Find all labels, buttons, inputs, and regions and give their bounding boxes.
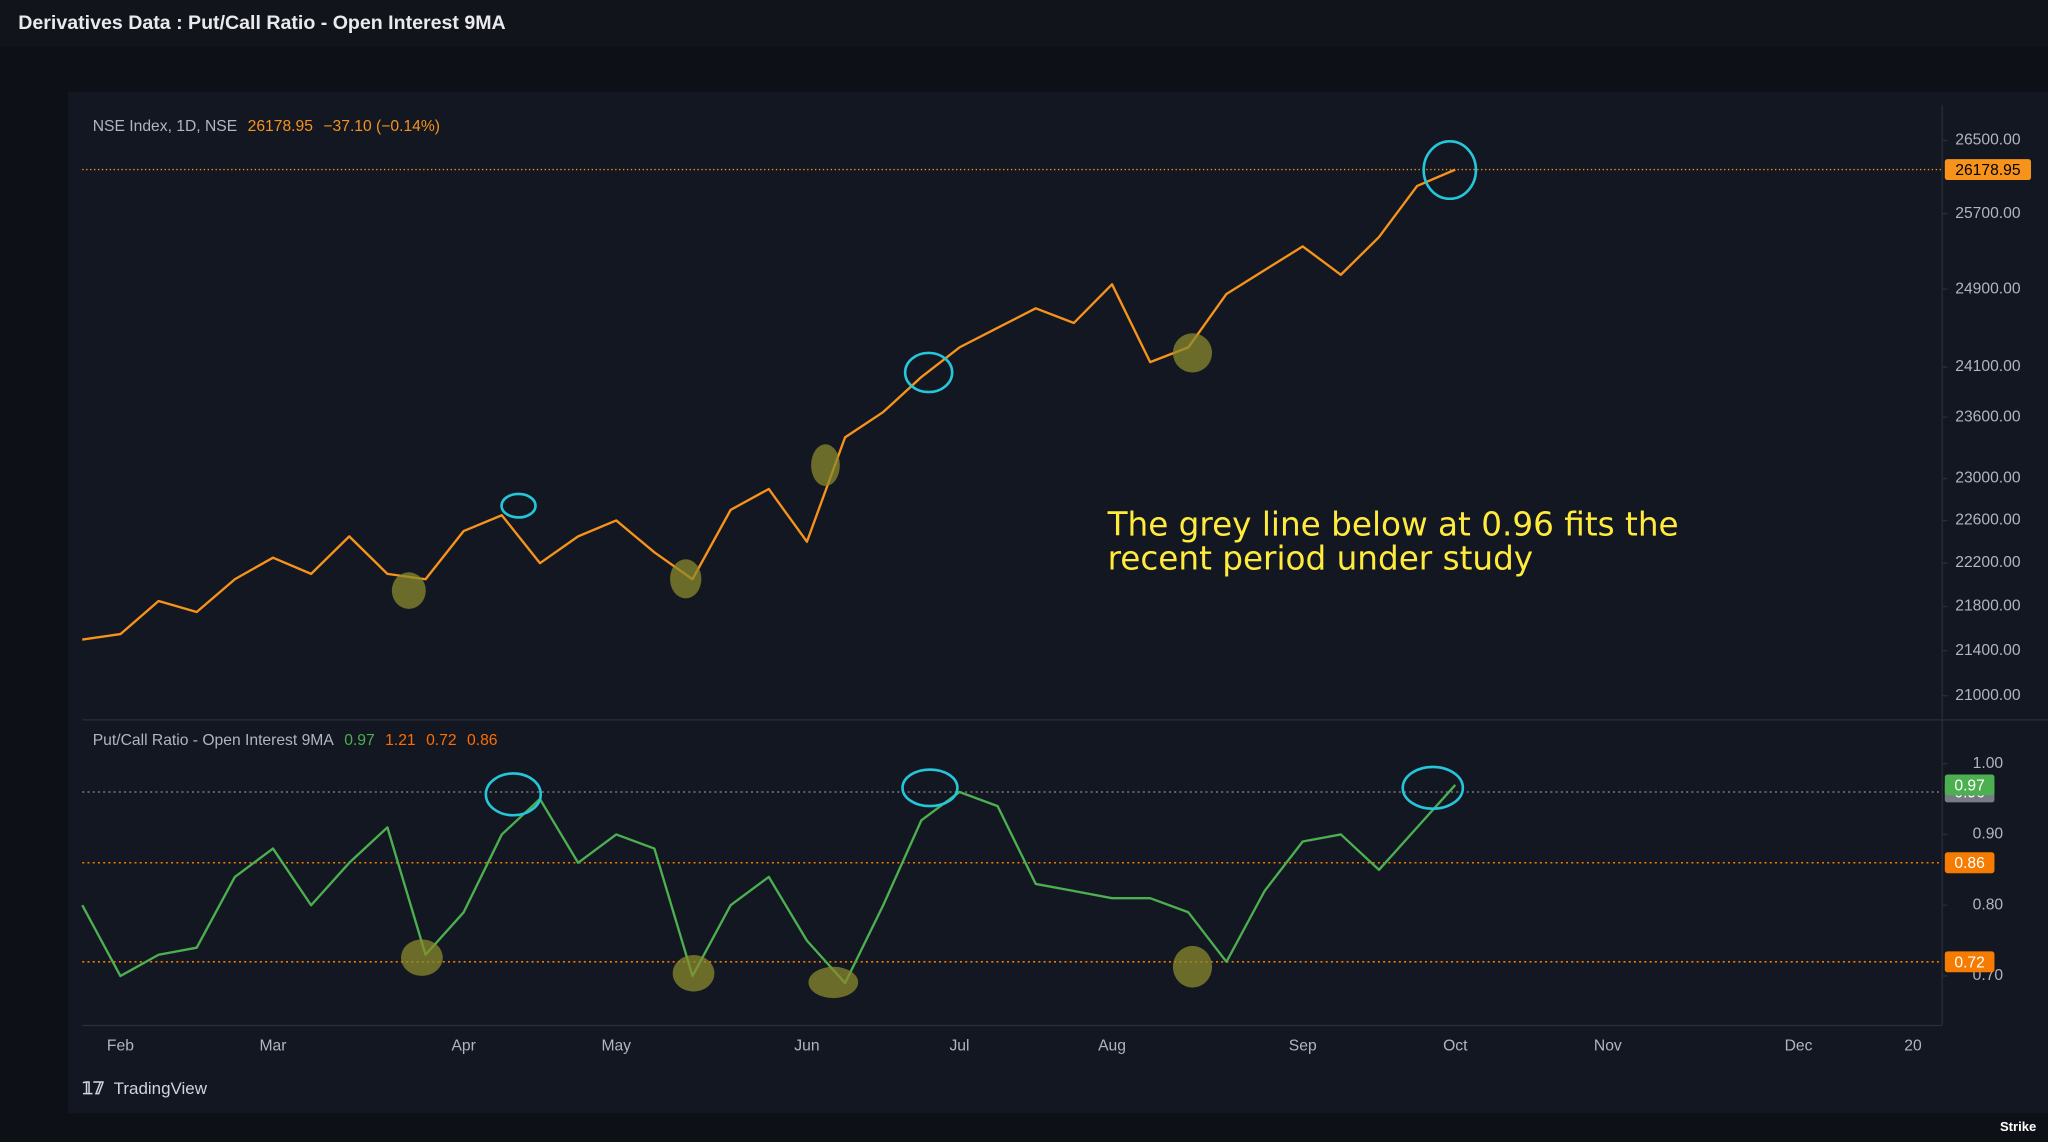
highlight-circle bbox=[1401, 765, 1465, 811]
y-tick-label: 0.80 bbox=[1973, 896, 2004, 913]
x-tick-label: Feb bbox=[107, 1038, 134, 1055]
highlight-blob bbox=[1172, 333, 1213, 373]
highlight-blob bbox=[400, 939, 443, 976]
x-tick-label: Nov bbox=[1594, 1038, 1622, 1055]
x-tick-label: Mar bbox=[259, 1038, 286, 1055]
x-tick-label: Dec bbox=[1785, 1038, 1813, 1055]
header-indicator: Put/Call Ratio - Open Interest 9MA bbox=[93, 732, 335, 749]
title-bar bbox=[0, 0, 2048, 48]
highlight-circle bbox=[1422, 139, 1478, 201]
header-symbol: NSE Index, 1D, NSE bbox=[93, 118, 237, 135]
series-line bbox=[81, 784, 1457, 985]
y-tick-label: 1.00 bbox=[1973, 755, 2004, 772]
annotation: recent period under study bbox=[1108, 540, 1534, 578]
x-tick-label: 20 bbox=[1904, 1038, 1922, 1055]
x-tick-label: Jun bbox=[794, 1038, 819, 1055]
legend-value: 0.86 bbox=[467, 732, 498, 749]
y-tick-label: 21400.00 bbox=[1955, 642, 2021, 659]
legend-value: 1.21 bbox=[385, 732, 415, 749]
legend-value: 0.72 bbox=[426, 732, 456, 749]
chart-panel bbox=[67, 91, 2048, 1114]
level-label: 0.72 bbox=[1954, 954, 1984, 971]
y-tick-label: 21800.00 bbox=[1955, 598, 2021, 615]
highlight-blob bbox=[672, 955, 715, 992]
x-tick-label: Jul bbox=[949, 1038, 969, 1055]
level-label: 0.86 bbox=[1954, 855, 1985, 872]
highlight-blob bbox=[1172, 945, 1213, 988]
x-tick-label: May bbox=[601, 1038, 631, 1055]
level-tag bbox=[1944, 852, 1995, 874]
y-tick-label: 21000.00 bbox=[1955, 687, 2021, 704]
brand: TradingView bbox=[114, 1079, 208, 1098]
x-tick-label: Sep bbox=[1289, 1038, 1317, 1055]
highlight-blob bbox=[811, 444, 840, 487]
pcr-header: Put/Call Ratio - Open Interest 9MA 0.97 1.… bbox=[93, 732, 498, 749]
header-change: −37.10 (−0.14%) bbox=[323, 118, 440, 135]
highlight-blob bbox=[808, 966, 859, 999]
last-value-label: 0.97 bbox=[1954, 777, 1984, 794]
level-tag bbox=[1944, 951, 1995, 973]
highlight-circle bbox=[484, 772, 543, 817]
brand-logo: 𝟙𝟟 bbox=[82, 1079, 104, 1098]
highlight-circle bbox=[500, 492, 537, 519]
legend-value: 0.97 bbox=[344, 732, 374, 749]
y-tick-label: 22200.00 bbox=[1955, 554, 2021, 571]
y-tick-label: 23000.00 bbox=[1955, 470, 2021, 487]
last-value-tag bbox=[1944, 774, 1995, 796]
highlight-blob bbox=[670, 559, 702, 599]
y-tick-label: 25700.00 bbox=[1955, 205, 2021, 222]
x-tick-label: Apr bbox=[451, 1038, 475, 1055]
price-header: NSE Index, 1D, NSE 26178.95 −37.10 (−0.14%… bbox=[93, 118, 440, 135]
highlight-circle bbox=[903, 351, 954, 394]
y-tick-label: 24900.00 bbox=[1955, 280, 2021, 297]
x-tick-label: Oct bbox=[1443, 1038, 1468, 1055]
annotation: The grey line below at 0.96 fits the bbox=[1107, 506, 1679, 544]
highlights bbox=[391, 139, 1478, 999]
last-value-label: 26178.95 bbox=[1955, 162, 2021, 179]
x-tick-label: Aug bbox=[1098, 1038, 1126, 1055]
y-tick-label: 0.90 bbox=[1973, 826, 2004, 843]
y-tick-label: 23600.00 bbox=[1955, 408, 2021, 425]
page-title: Derivatives Data : Put/Call Ratio - Open… bbox=[18, 12, 505, 34]
highlight-circle bbox=[901, 768, 959, 808]
last-value-tag bbox=[1944, 159, 2032, 181]
highlight-blob bbox=[391, 572, 426, 609]
series-line bbox=[82, 168, 1456, 641]
y-tick-label: 22600.00 bbox=[1955, 512, 2021, 529]
y-tick-label: 26500.00 bbox=[1955, 132, 2021, 149]
header-last: 26178.95 bbox=[248, 118, 314, 135]
y-tick-label: 24100.00 bbox=[1955, 358, 2021, 375]
watermark: Strike bbox=[2000, 1119, 2036, 1134]
